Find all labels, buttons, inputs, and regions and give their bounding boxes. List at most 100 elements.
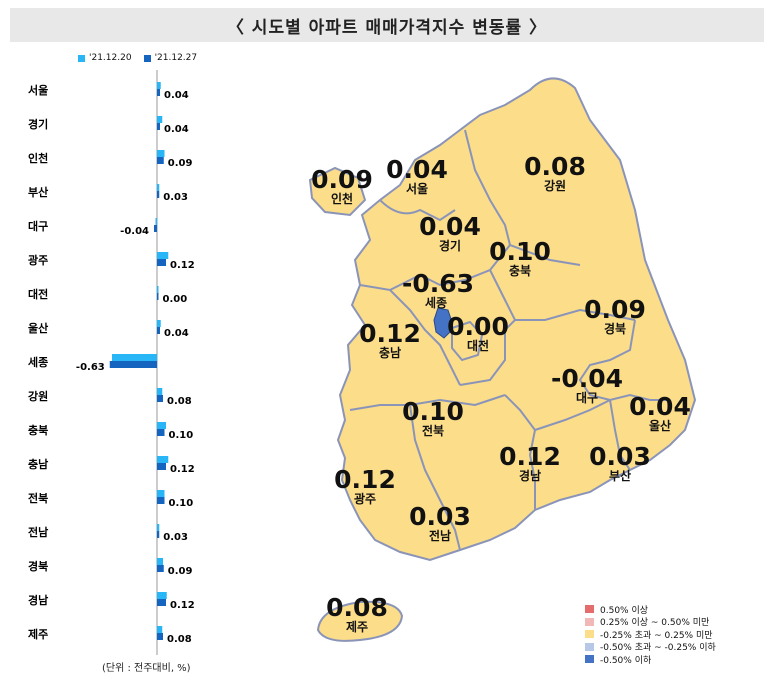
category-label: 대전 xyxy=(28,287,48,301)
sejong-shape xyxy=(433,307,453,339)
map-region-name: 전남 xyxy=(429,528,451,543)
bar-series-2 xyxy=(157,395,163,402)
bar-series-1 xyxy=(157,592,167,599)
color-scale-legend: 0.50% 이상 0.25% 이상 ~ 0.50% 미만 -0.25% 초과 ~… xyxy=(585,603,716,666)
legend-swatch-series-2 xyxy=(143,54,151,62)
data-label: 0.10 xyxy=(169,430,194,441)
map-region-name: 세종 xyxy=(425,295,447,310)
bar-series-1 xyxy=(157,490,165,497)
map-value-label: 0.12 xyxy=(499,442,561,471)
map-value-label: -0.63 xyxy=(402,269,474,298)
unit-note: (단위 : 전주대비, %) xyxy=(102,663,191,674)
color-legend-label: -0.25% 초과 ~ 0.25% 미만 xyxy=(600,630,713,641)
bar-series-1 xyxy=(157,524,160,531)
bar-series-2 xyxy=(157,157,164,164)
bar-series-2 xyxy=(157,531,160,538)
data-label: 0.08 xyxy=(167,634,192,645)
province-borders xyxy=(349,129,670,551)
data-label: 0.12 xyxy=(170,260,195,271)
map-region-name: 서울 xyxy=(406,181,428,196)
legend-item-series-2: '21.12.27 xyxy=(143,53,197,63)
map-shapes xyxy=(308,77,697,642)
jeju-shape xyxy=(316,600,404,642)
map-region-name: 전북 xyxy=(422,423,444,438)
map-value-label: 0.04 xyxy=(629,392,691,421)
bar-series-1 xyxy=(157,422,166,429)
color-legend-row: -0.50% 이하 xyxy=(585,653,716,666)
map-value-label: 0.03 xyxy=(409,502,471,531)
color-legend-swatch xyxy=(585,642,594,651)
data-label: 0.03 xyxy=(163,192,188,203)
legend-swatch-series-1 xyxy=(78,54,85,62)
category-label: 경남 xyxy=(28,593,48,607)
data-label: 0.09 xyxy=(168,158,193,169)
bar-series-2 xyxy=(157,429,165,436)
bar-series-2 xyxy=(157,293,159,300)
map-value-label: 0.10 xyxy=(402,397,464,426)
category-label: 인천 xyxy=(28,151,48,165)
map-region-name: 부산 xyxy=(609,468,631,483)
data-label: 0.12 xyxy=(170,600,195,611)
color-legend-label: 0.25% 이상 ~ 0.50% 미만 xyxy=(600,618,710,629)
bar-series-2 xyxy=(157,565,164,572)
color-legend-swatch xyxy=(585,605,594,614)
map-value-label: 0.12 xyxy=(359,319,421,348)
bar-chart: 서울 0.04 경기 0.04 인천 0.09 부산 0.03 대구 -0.04 광주 0.12 대전 0… xyxy=(28,70,195,655)
color-legend-swatch xyxy=(585,655,594,664)
bar-series-1 xyxy=(157,150,165,157)
data-label: 0.10 xyxy=(169,498,194,509)
bar-series-2 xyxy=(157,259,166,266)
chart-title: 〈 시도별 아파트 매매가격지수 변동률 〉 xyxy=(10,8,764,42)
category-label: 부산 xyxy=(28,185,48,199)
category-label: 강원 xyxy=(28,389,48,403)
bar-series-1 xyxy=(157,82,161,89)
map-region-name: 충남 xyxy=(379,345,401,360)
map-region-name: 충북 xyxy=(509,263,531,278)
map-region-name: 광주 xyxy=(354,491,376,506)
category-label: 충북 xyxy=(28,423,48,437)
bar-series-1 xyxy=(157,184,160,191)
bar-series-2 xyxy=(157,463,166,470)
bar-series-2 xyxy=(154,225,157,232)
data-label: 0.09 xyxy=(168,566,193,577)
bar-series-2 xyxy=(157,599,166,606)
map-value-label: 0.09 xyxy=(584,295,646,324)
color-legend-row: -0.25% 초과 ~ 0.25% 미만 xyxy=(585,628,716,641)
color-legend-label: -0.50% 초과 ~ -0.25% 이하 xyxy=(600,643,716,654)
data-label: 0.04 xyxy=(164,90,189,101)
bar-series-2 xyxy=(157,89,160,96)
bar-series-1 xyxy=(157,116,163,123)
color-legend-row: 0.25% 이상 ~ 0.50% 미만 xyxy=(585,616,716,629)
category-label: 경기 xyxy=(28,117,48,131)
incheon-island xyxy=(308,166,367,217)
category-label: 제주 xyxy=(28,627,48,641)
data-label: 0.08 xyxy=(167,396,192,407)
color-legend-label: -0.50% 이하 xyxy=(600,655,652,666)
category-label: 대구 xyxy=(28,219,48,233)
category-label: 경북 xyxy=(28,559,48,573)
legend-item-series-1: '21.12.20 xyxy=(78,53,132,63)
map-region-name: 대전 xyxy=(467,338,489,353)
data-label: 0.00 xyxy=(163,294,188,305)
legend-label-series-1: '21.12.20 xyxy=(89,53,132,63)
bar-series-1 xyxy=(157,388,163,395)
category-label: 세종 xyxy=(28,355,48,369)
data-label: 0.03 xyxy=(163,532,188,543)
bar-series-1 xyxy=(157,626,163,633)
bar-series-2 xyxy=(157,327,160,334)
map-region-name: 인천 xyxy=(331,191,353,206)
map-region-name: 경기 xyxy=(439,238,461,253)
map-value-label: 0.04 xyxy=(419,212,481,241)
bar-series-2 xyxy=(157,633,163,640)
bar-series-1 xyxy=(157,320,161,327)
bar-series-2 xyxy=(109,361,157,368)
map-value-label: 0.03 xyxy=(589,442,651,471)
bar-series-1 xyxy=(155,218,157,225)
data-label: 0.12 xyxy=(170,464,195,475)
bar-series-1 xyxy=(157,456,169,463)
color-legend-label: 0.50% 이상 xyxy=(600,605,649,616)
category-label: 서울 xyxy=(28,83,48,97)
map-region-name: 제주 xyxy=(346,620,368,634)
